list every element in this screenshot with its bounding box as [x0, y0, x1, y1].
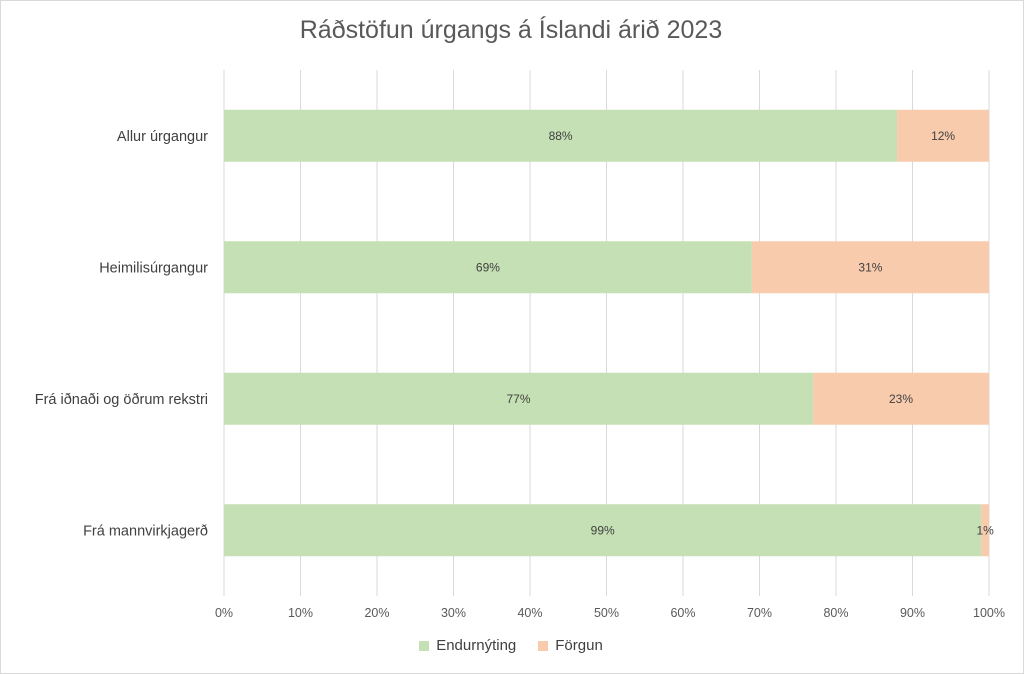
x-tick-label: 90%: [900, 606, 925, 620]
category-label: Frá iðnaði og öðrum rekstri: [35, 392, 208, 408]
data-label: 69%: [476, 260, 500, 274]
category-label: Allur úrgangur: [117, 129, 208, 145]
bar-endurnyting: [224, 109, 898, 162]
x-tick-label: 10%: [288, 606, 313, 620]
legend-label: Endurnýting: [436, 637, 517, 654]
bar-endurnyting: [224, 372, 814, 425]
data-label: 77%: [507, 392, 531, 406]
x-tick-label: 40%: [517, 606, 542, 620]
bar-forgun: [813, 372, 989, 425]
bar-forgun: [751, 241, 989, 294]
x-tick-label: 80%: [823, 606, 848, 620]
bar-endurnyting: [224, 504, 982, 557]
legend-swatch: [419, 640, 430, 651]
legend-item-forgun: Förgun: [538, 637, 603, 654]
chart-title: Ráðstöfun úrgangs á Íslandi árið 2023: [299, 16, 723, 44]
data-label: 23%: [889, 392, 913, 406]
data-label: 88%: [549, 129, 573, 143]
x-tick-label: 100%: [973, 606, 1005, 620]
legend-swatch: [538, 640, 549, 651]
bar-forgun: [897, 109, 989, 162]
category-label: Frá mannvirkjagerð: [83, 523, 208, 539]
bar-forgun: [981, 504, 989, 557]
x-tick-label: 30%: [441, 606, 466, 620]
category-label: Heimilisúrgangur: [99, 260, 208, 276]
legend: Endurnýting Förgun: [0, 637, 1022, 654]
data-label: 1%: [977, 523, 995, 537]
x-tick-label: 0%: [215, 606, 233, 620]
x-tick-label: 20%: [364, 606, 389, 620]
legend-label: Förgun: [555, 637, 603, 654]
bar-endurnyting: [224, 241, 752, 294]
x-tick-label: 70%: [747, 606, 772, 620]
data-label: 99%: [591, 523, 615, 537]
legend-item-endurnyting: Endurnýting: [419, 637, 516, 654]
data-label: 31%: [858, 260, 882, 274]
data-label: 12%: [931, 129, 955, 143]
x-tick-label: 60%: [670, 606, 695, 620]
x-tick-label: 50%: [594, 606, 619, 620]
